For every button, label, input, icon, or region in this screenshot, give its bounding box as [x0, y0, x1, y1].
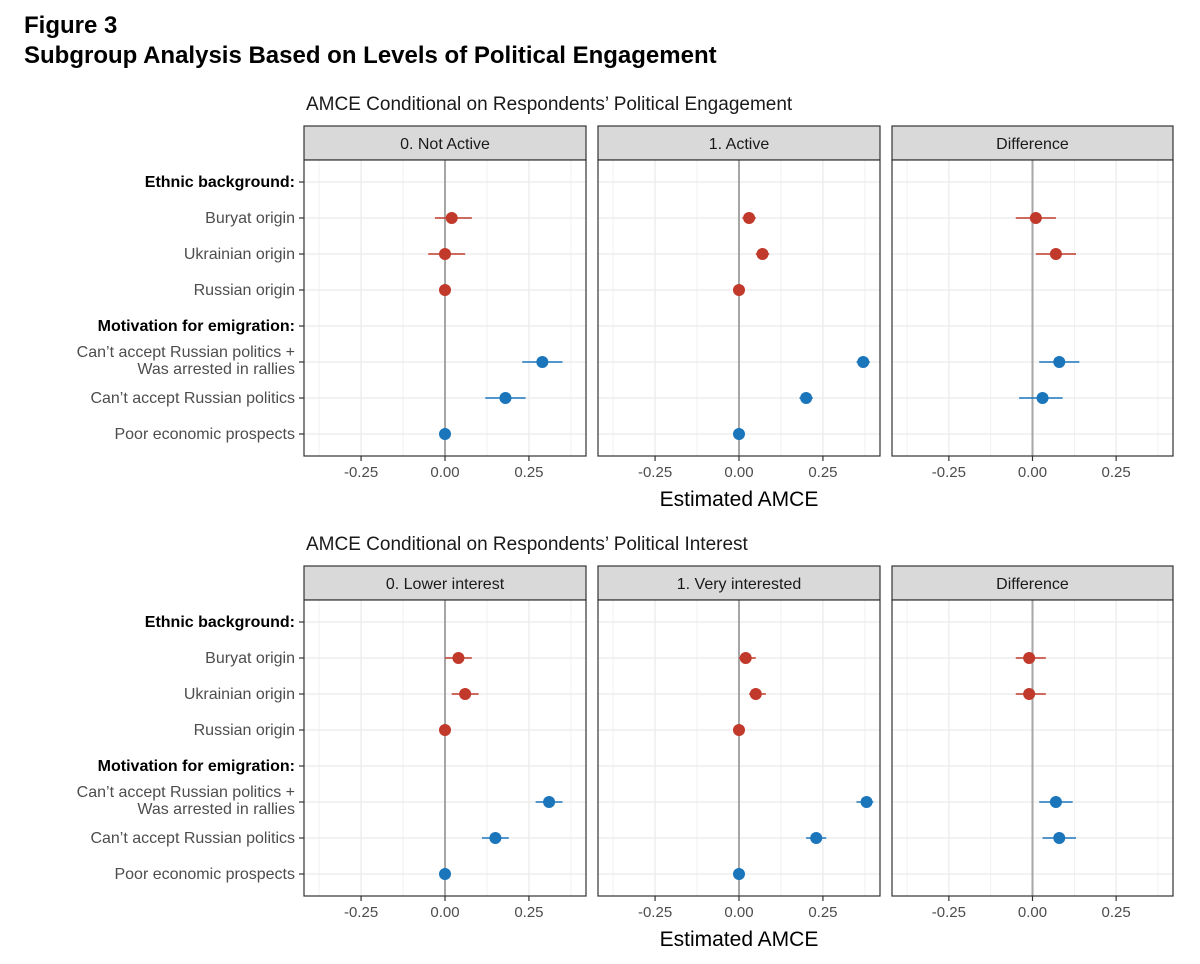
estimate-point [439, 284, 451, 296]
chart-block-1: AMCE Conditional on Respondents’ Politic… [77, 94, 1174, 511]
x-tick-label: -0.25 [932, 904, 966, 921]
estimate-point [1049, 248, 1062, 260]
x-tick-label: 0.25 [1102, 464, 1131, 481]
chart-title: AMCE Conditional on Respondents’ Politic… [306, 534, 749, 555]
estimate-point [543, 796, 556, 808]
x-tick-label: -0.25 [638, 464, 672, 481]
estimate-point [810, 832, 823, 844]
facet-strip-label: Difference [996, 136, 1069, 153]
facet-strip [891, 125, 1174, 161]
facet-panel: 1. Active -0.25 0.00 0.25 [597, 125, 881, 481]
row-header-label: Ethnic background: [145, 614, 295, 631]
row-label: Russian origin [194, 722, 295, 739]
estimate-point [743, 212, 756, 224]
x-axis-label: Estimated AMCE [660, 928, 819, 951]
estimate-point [733, 868, 745, 880]
estimate-point [756, 248, 769, 260]
row-header-label: Ethnic background: [145, 174, 295, 191]
row-label: Poor economic prospects [114, 866, 295, 883]
facet-strip-label: Difference [996, 576, 1069, 593]
x-tick-label: -0.25 [638, 904, 672, 921]
row-label: Can’t accept Russian politics [90, 390, 295, 407]
estimate-point [452, 652, 465, 664]
facet-panel: Difference -0.25 0.00 0.25 [891, 565, 1174, 921]
estimate-point [857, 356, 870, 368]
estimate-point [1053, 356, 1066, 368]
row-header-label: Motivation for emigration: [98, 318, 295, 335]
estimate-point [439, 248, 451, 260]
estimate-point [800, 392, 813, 404]
row-label: Ukrainian origin [184, 686, 295, 703]
x-tick-label: 0.00 [1018, 464, 1047, 481]
chart-title: AMCE Conditional on Respondents’ Politic… [306, 94, 793, 115]
estimate-point [739, 652, 752, 664]
estimate-point [499, 392, 512, 404]
estimate-point [1053, 832, 1066, 844]
x-tick-label: 0.25 [808, 464, 837, 481]
x-tick-label: -0.25 [932, 464, 966, 481]
row-label: Can’t accept Russian politics + [77, 344, 295, 361]
x-tick-label: 0.00 [1018, 904, 1047, 921]
x-tick-label: 0.00 [724, 904, 753, 921]
x-tick-label: -0.25 [344, 464, 378, 481]
estimate-point [1049, 796, 1062, 808]
estimate-point [1023, 652, 1036, 664]
facet-strip [597, 565, 881, 601]
estimate-point [439, 428, 451, 440]
row-label: Was arrested in rallies [137, 361, 295, 378]
facet-panel: Difference -0.25 0.00 0.25 [891, 125, 1174, 481]
estimate-point [1036, 392, 1049, 404]
facet-strip [303, 125, 587, 161]
estimate-point [733, 428, 745, 440]
facet-strip-label: 0. Lower interest [386, 576, 505, 593]
facet-strip [891, 565, 1174, 601]
x-tick-label: -0.25 [344, 904, 378, 921]
facet-strip [597, 125, 881, 161]
estimate-point [733, 724, 745, 736]
x-tick-label: 0.25 [514, 904, 543, 921]
chart-block-2: AMCE Conditional on Respondents’ Politic… [77, 534, 1174, 951]
row-label: Was arrested in rallies [137, 801, 295, 818]
facet-panel: 0. Lower interest -0.25 0.00 0.25 [303, 565, 587, 921]
estimate-point [439, 724, 451, 736]
estimate-point [1029, 212, 1042, 224]
estimate-point [733, 284, 745, 296]
facet-panel: 0. Not Active -0.25 0.00 0.25 [303, 125, 587, 481]
estimate-point [860, 796, 873, 808]
row-label: Buryat origin [205, 210, 295, 227]
row-label: Can’t accept Russian politics + [77, 784, 295, 801]
facet-strip-label: 0. Not Active [400, 136, 490, 153]
facet-strip-label: 1. Active [709, 136, 770, 153]
x-tick-label: 0.25 [808, 904, 837, 921]
x-tick-label: 0.00 [430, 464, 459, 481]
row-header-label: Motivation for emigration: [98, 758, 295, 775]
figure-title: Subgroup Analysis Based on Levels of Pol… [24, 42, 717, 69]
row-label: Ukrainian origin [184, 246, 295, 263]
row-label: Buryat origin [205, 650, 295, 667]
figure-label: Figure 3 [24, 12, 118, 39]
estimate-point [749, 688, 762, 700]
row-label: Can’t accept Russian politics [90, 830, 295, 847]
x-tick-label: 0.00 [430, 904, 459, 921]
facet-strip [303, 565, 587, 601]
row-label: Poor economic prospects [114, 426, 295, 443]
facet-strip-label: 1. Very interested [677, 576, 802, 593]
estimate-point [1023, 688, 1036, 700]
x-tick-label: 0.00 [724, 464, 753, 481]
x-tick-label: 0.25 [1102, 904, 1131, 921]
x-axis-label: Estimated AMCE [660, 488, 819, 511]
estimate-point [445, 212, 458, 224]
estimate-point [439, 868, 451, 880]
estimate-point [489, 832, 502, 844]
estimate-point [536, 356, 549, 368]
x-tick-label: 0.25 [514, 464, 543, 481]
estimate-point [459, 688, 472, 700]
facet-panel: 1. Very interested -0.25 0.00 0.25 [597, 565, 881, 921]
row-label: Russian origin [194, 282, 295, 299]
